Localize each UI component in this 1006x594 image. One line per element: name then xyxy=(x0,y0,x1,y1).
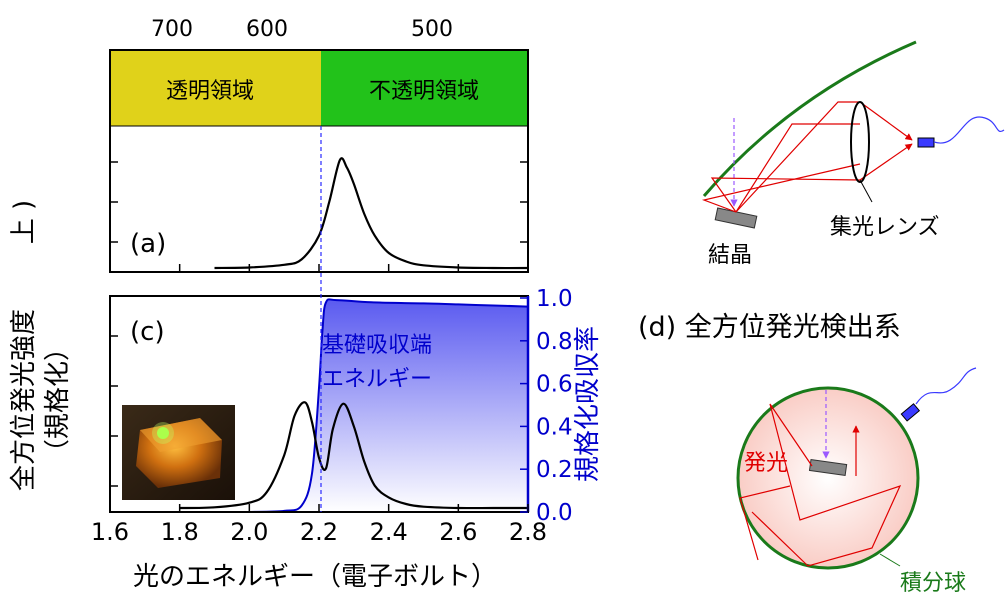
lens-label-leader xyxy=(859,179,873,203)
transparent-region-label: 透明領域 xyxy=(166,79,254,104)
panel-a-label: (a) xyxy=(130,229,166,259)
panel-c-absorption-fill xyxy=(249,299,529,512)
right-tick-label: 1.0 xyxy=(536,286,573,312)
right-tick-label: 0.8 xyxy=(536,329,573,355)
emission-label: 発光 xyxy=(744,451,788,476)
sphere-emission-rays xyxy=(739,403,902,567)
x-tick-label: 2.0 xyxy=(230,518,268,546)
opaque-region-band xyxy=(321,50,528,126)
x-tick-label: 1.6 xyxy=(91,518,129,546)
panel-c-absorption-edge xyxy=(249,298,529,513)
panel-a-y-label-fragment: 上 ) xyxy=(9,200,39,244)
collection-lens xyxy=(850,101,870,183)
y-label-line-1: 全方位発光強度 xyxy=(9,309,39,491)
fiber-detector-top xyxy=(917,137,935,148)
panel-a-curve xyxy=(214,157,529,270)
right-tick-label: 0.2 xyxy=(536,457,573,483)
x-tick-label: 2.2 xyxy=(300,518,338,546)
panel-c-curve xyxy=(179,401,528,510)
x-tick-label: 2.8 xyxy=(509,518,547,546)
panel-a-ticks xyxy=(110,161,528,243)
x-tick-label: 2.6 xyxy=(439,518,477,546)
x-axis-ticks: 1.6 1.8 2.0 2.2 2.4 2.6 2.8 xyxy=(91,264,547,546)
y-label-line-2: （規格化） xyxy=(43,335,73,465)
crystal-block xyxy=(714,207,758,229)
right-tick-label: 0.0 xyxy=(536,500,573,526)
sphere-fiber-cable xyxy=(915,367,977,405)
crystal-photo-inset xyxy=(122,405,235,500)
fiber-cable-top xyxy=(933,116,1005,144)
transparent-region-band xyxy=(110,50,321,126)
right-tick-label: 0.6 xyxy=(536,372,573,398)
top-tick-500: 500 xyxy=(411,17,453,42)
crystal-glow-icon xyxy=(157,427,169,439)
x-axis-label: 光のエネルギー（電子ボルト） xyxy=(133,562,497,592)
right-axis-ticks: 0.0 0.2 0.4 0.6 0.8 1.0 xyxy=(520,286,573,526)
lens-label: 集光レンズ xyxy=(830,215,940,240)
panel-c-left-ticks xyxy=(110,335,118,487)
top-tick-600: 600 xyxy=(246,17,288,42)
sphere-crystal-block xyxy=(808,458,848,477)
concave-mirror xyxy=(702,40,917,197)
integrating-sphere xyxy=(736,386,920,570)
panel-d-title: (d) 全方位発光検出系 xyxy=(638,312,901,343)
sphere-label: 積分球 xyxy=(900,571,966,594)
x-tick-label: 1.8 xyxy=(161,518,199,546)
collection-optics-diagram: 集光レンズ 結晶 xyxy=(701,40,1005,268)
opaque-region-label: 不透明領域 xyxy=(369,79,479,104)
sphere-label-leader xyxy=(879,553,901,567)
right-tick-label: 0.4 xyxy=(536,414,573,440)
integrating-sphere-diagram: 発光 積分球 xyxy=(736,367,977,594)
right-y-axis-label: 規格化吸収率 xyxy=(573,326,603,482)
top-tick-700: 700 xyxy=(151,17,193,42)
sphere-detector xyxy=(900,403,921,422)
collection-rays xyxy=(701,101,913,213)
panel-c-label: (c) xyxy=(130,317,165,347)
x-tick-label: 2.4 xyxy=(370,518,408,546)
crystal-label: 結晶 xyxy=(708,243,752,268)
absorption-edge-annotation-2: エネルギー xyxy=(322,367,432,392)
absorption-edge-annotation-1: 基礎吸収端 xyxy=(322,333,432,358)
